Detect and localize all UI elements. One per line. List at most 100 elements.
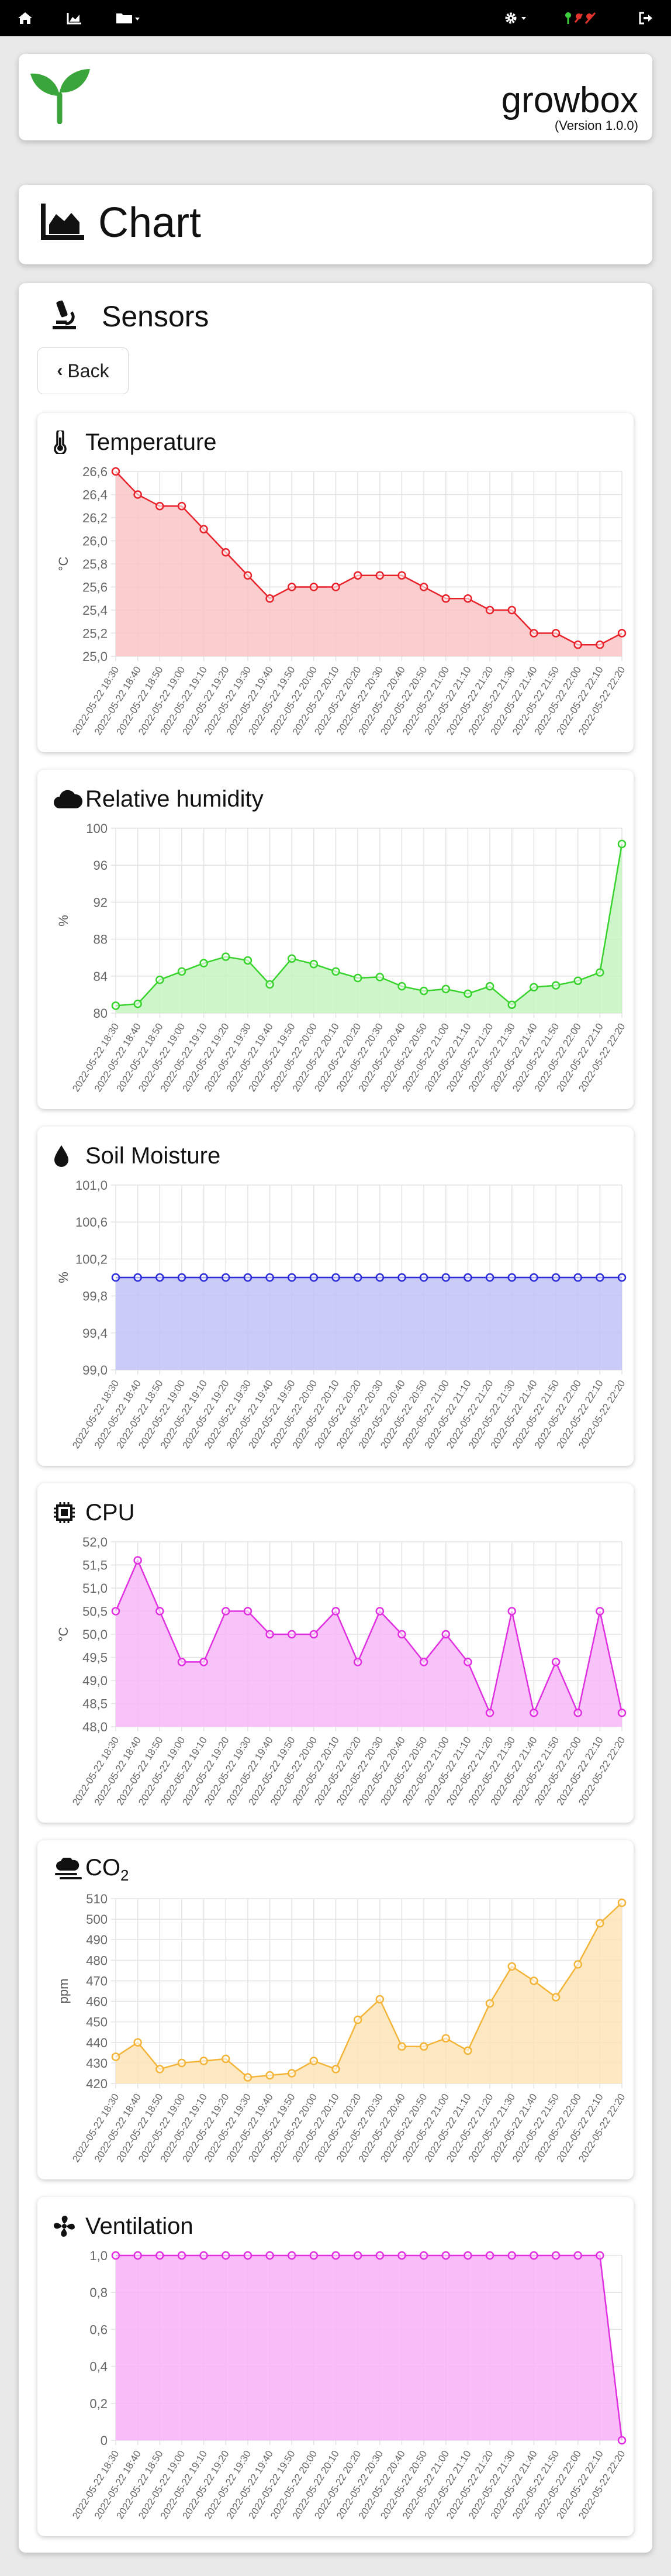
data-point [573,976,582,985]
y-tick-label: 480 [86,1953,108,1968]
y-tick-label: 99,0 [82,1363,108,1377]
data-point [177,2251,186,2260]
data-point [133,999,142,1008]
chart-title: Relative humidity [85,786,264,812]
series-area [116,1560,622,1727]
data-point [551,1273,561,1282]
y-tick-label: 26,0 [82,534,108,549]
data-point [243,1607,253,1616]
chart-card-header: Relative humidity [53,783,264,815]
folder-dropdown-icon[interactable] [116,8,141,28]
data-point [177,2058,186,2068]
y-tick-label: 510 [86,1893,108,1906]
chart-plot[interactable]: 26,626,426,226,025,825,625,425,225,0°C20… [37,466,634,752]
chart-card-co: CO2 510 500 490 480 470 460 450 440 430 420 ppm 2022… [37,1840,634,2179]
y-tick-label: 25,0 [82,649,108,664]
y-tick-label: 49,5 [82,1651,108,1665]
data-point [199,2251,208,2260]
data-point [155,1273,164,1282]
series-area [116,2255,622,2440]
chart-card-header: CPU [53,1496,134,1529]
data-point [111,2052,120,2061]
logout-icon[interactable] [637,8,655,28]
app-name: growbox [501,80,638,120]
data-point [530,983,538,992]
data-point [397,1630,406,1639]
data-point [243,1273,253,1282]
data-point [397,2042,406,2051]
data-point [530,1709,538,1717]
y-tick-label: 0,2 [89,2396,108,2411]
data-point [551,629,561,638]
chart-card-header: Ventilation [53,2210,193,2243]
data-point [530,1976,538,1985]
chart-title: Ventilation [85,2213,193,2239]
y-tick-label: 0,8 [89,2285,108,2300]
data-point [309,960,319,969]
data-point [397,982,406,991]
chart-title: CPU [85,1499,135,1525]
sensors-card: Sensors ‹ Back Temperature 26,6 26,4 26,2 26… [19,283,652,2553]
data-point [485,605,494,615]
thermometer-icon [53,431,85,454]
y-tick-label: 48,5 [82,1697,108,1711]
data-point [617,2436,627,2445]
data-point [331,583,340,591]
data-point [353,1658,362,1666]
chart-plot[interactable]: 510500490480470460450440430420ppm2022-05… [37,1893,634,2179]
data-point [419,2042,428,2051]
data-point [133,2038,142,2047]
data-point [111,1001,120,1010]
y-tick-label: 92 [94,895,108,910]
y-tick-label: 100,2 [75,1252,108,1266]
data-point [441,1630,451,1639]
y-tick-label: 88 [94,932,108,947]
chart-plot[interactable]: 52,051,551,050,550,049,549,048,548,0°C20… [37,1536,634,1823]
data-point [133,1556,142,1565]
y-tick-label: 460 [86,1995,108,2009]
data-point [617,839,627,849]
data-point [464,2046,472,2055]
data-point [353,571,362,580]
data-point [177,967,186,976]
app-version: (Version 1.0.0) [554,118,638,133]
data-point [485,1999,494,2008]
data-point [265,1630,274,1639]
y-tick-label: 490 [86,1933,108,1947]
y-tick-label: 26,6 [82,466,108,479]
chart-icon[interactable] [65,8,83,28]
data-point [507,605,516,615]
y-tick-label: 101,0 [75,1179,108,1193]
data-point [573,1709,582,1717]
y-tick-label: 51,0 [82,1581,108,1596]
chart-card-ventilation: Ventilation 1,0 0,8 0,6 0,4 0,2 0 2022-05-22 18… [37,2197,634,2536]
data-point [441,594,451,603]
data-point [177,1273,186,1282]
y-tick-label: 26,2 [82,511,108,525]
data-point [485,2251,494,2260]
data-point [265,1273,274,1282]
page-title-card: Chart [19,185,652,264]
data-point [375,571,385,580]
home-icon[interactable] [16,8,34,28]
y-tick-label: 50,5 [82,1604,108,1619]
data-point [133,2251,142,2260]
data-point [222,1607,230,1616]
data-point [177,1658,186,1666]
y-tick-label: 25,6 [82,580,108,595]
chart-title: Soil Moisture [85,1142,221,1169]
data-point [353,2251,362,2260]
chevron-left-icon: ‹ [57,361,63,380]
y-tick-label: 99,4 [82,1326,108,1341]
gear-dropdown-icon[interactable] [504,8,530,28]
series-area [116,843,622,1013]
data-point [155,2251,164,2260]
data-point [419,583,428,591]
data-point [419,2251,428,2260]
water-drop-icon [53,1144,85,1168]
data-point [331,1607,340,1616]
back-button[interactable]: ‹ Back [37,347,129,394]
